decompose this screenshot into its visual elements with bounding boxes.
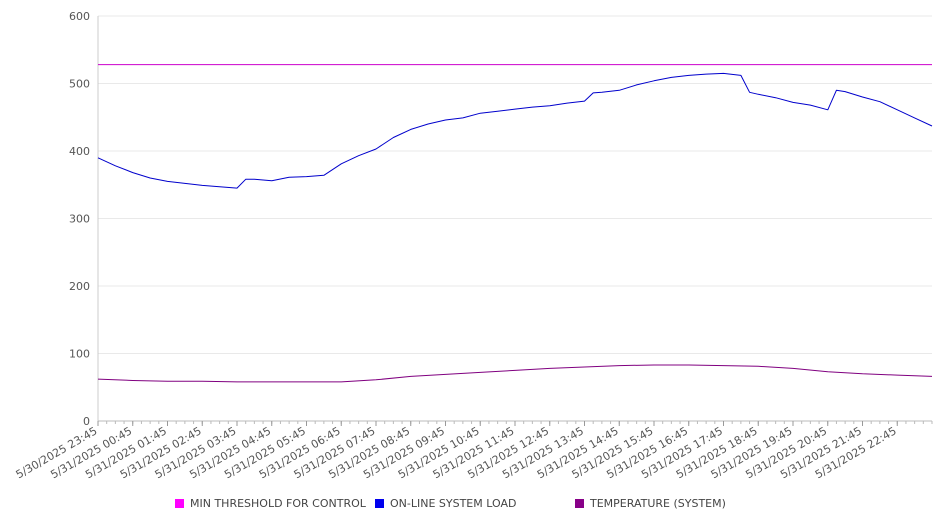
y-tick-label: 300	[69, 213, 90, 226]
series-lines	[97, 64, 933, 383]
y-tick-label: 600	[69, 10, 90, 23]
legend-swatch-threshold	[175, 499, 184, 508]
legend-item-threshold: MIN THRESHOLD FOR CONTROL	[175, 497, 366, 510]
series-line-on-line-system-load	[97, 72, 933, 189]
y-tick-label: 200	[69, 280, 90, 293]
line-chart: 0 100 200 300 400 500 600 5/30/2025 23:455/31/…	[14, 10, 933, 481]
y-tick-label: 100	[69, 348, 90, 361]
legend-swatch-temperature	[575, 499, 584, 508]
y-tick-label: 500	[69, 78, 90, 91]
grid-lines	[98, 15, 932, 354]
legend-label-threshold: MIN THRESHOLD FOR CONTROL	[190, 497, 366, 510]
legend-item-temperature: TEMPERATURE (SYSTEM)	[575, 497, 726, 510]
y-tick-label: 400	[69, 145, 90, 158]
y-tick-labels: 0 100 200 300 400 500 600	[69, 10, 90, 428]
legend: MIN THRESHOLD FOR CONTROL ON-LINE SYSTEM…	[0, 497, 946, 517]
legend-label-temperature: TEMPERATURE (SYSTEM)	[590, 497, 726, 510]
legend-item-system-load: ON-LINE SYSTEM LOAD	[375, 497, 516, 510]
y-tick-label: 0	[83, 415, 90, 428]
legend-label-system-load: ON-LINE SYSTEM LOAD	[390, 497, 517, 510]
legend-swatch-system-load	[375, 499, 384, 508]
series-line-temperature-system	[97, 364, 933, 383]
x-tick-labels: 5/30/2025 23:455/31/2025 00:455/31/2025 …	[14, 421, 899, 481]
